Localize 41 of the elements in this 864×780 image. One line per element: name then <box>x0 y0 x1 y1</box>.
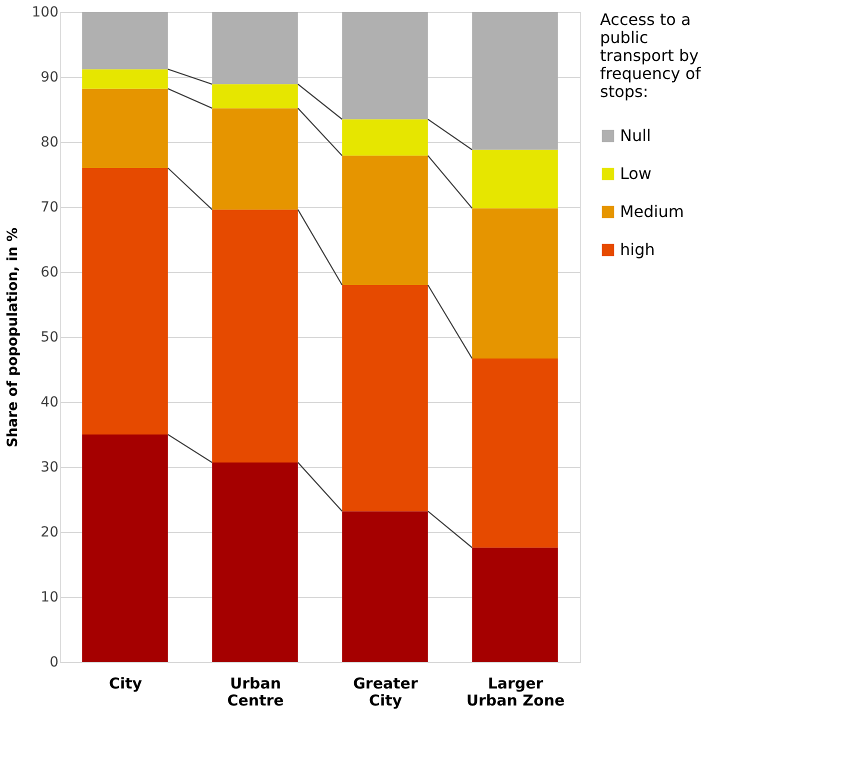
legend-label: Medium <box>620 202 684 221</box>
x-tick-label: Urban Centre <box>227 674 284 710</box>
legend-label: high <box>620 240 655 259</box>
bar <box>472 208 558 358</box>
y-tick-label: 20 <box>40 524 58 540</box>
y-tick-label: 70 <box>40 200 58 216</box>
bar <box>342 285 428 512</box>
y-tick-label: 40 <box>40 394 58 410</box>
y-tick-label: 90 <box>40 70 58 86</box>
bar <box>212 108 298 210</box>
bar <box>82 88 168 168</box>
bar <box>342 12 428 120</box>
x-tick-label: Greater City <box>353 674 418 710</box>
bar <box>342 511 428 662</box>
bar <box>472 548 558 662</box>
bar <box>82 168 168 434</box>
bar <box>212 84 298 108</box>
legend-label: Null <box>620 126 651 145</box>
y-tick-label: 30 <box>40 460 58 476</box>
bar <box>82 12 168 70</box>
bar <box>342 119 428 156</box>
y-tick-label: 0 <box>50 654 58 670</box>
y-tick-label: 50 <box>40 330 58 346</box>
bar <box>472 12 558 150</box>
legend-label: Low <box>620 164 652 183</box>
y-tick-label: 60 <box>40 264 58 280</box>
x-tick-label: Larger Urban Zone <box>466 674 565 710</box>
bar <box>212 210 298 462</box>
y-tick-label: 100 <box>32 4 58 20</box>
x-tick-label: City <box>108 674 142 692</box>
bar <box>82 69 168 89</box>
bar <box>212 462 298 662</box>
bar <box>82 434 168 662</box>
y-tick-label: 10 <box>40 590 58 606</box>
bar <box>472 358 558 548</box>
y-tick-label: 80 <box>40 134 58 150</box>
bar <box>212 12 298 84</box>
bar <box>472 150 558 208</box>
legend-title: Access to a public transport by frequency of stops: <box>600 10 702 101</box>
y-axis-title: Share of popopulation, in % <box>4 228 21 448</box>
bar <box>342 156 428 285</box>
